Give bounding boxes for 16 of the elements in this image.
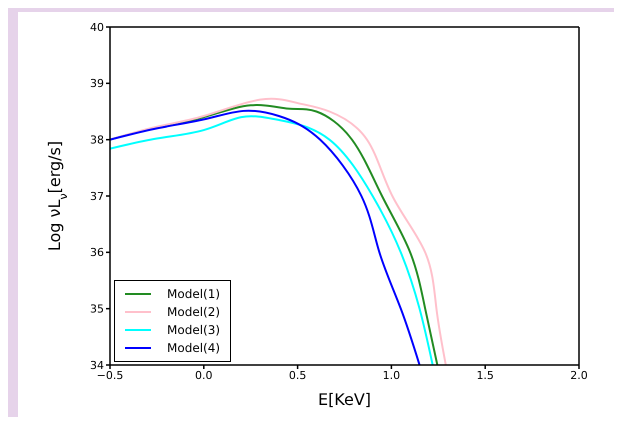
x-tick-label: 0.0: [195, 368, 213, 382]
legend-label: Model(1): [167, 287, 220, 301]
y-tick-label: 37: [90, 190, 104, 203]
legend-label: Model(2): [167, 305, 220, 319]
legend-label: Model(3): [167, 323, 220, 337]
y-tick-label: 38: [90, 134, 104, 147]
x-tick-label: 0.5: [288, 368, 306, 382]
x-tick-label: 1.5: [476, 368, 494, 382]
y-tick-label: 35: [90, 302, 104, 316]
x-tick-label: 1.0: [382, 368, 400, 382]
y-tick-label: 39: [90, 77, 104, 90]
legend-label: Model(4): [167, 341, 220, 355]
y-tick-label: 40: [90, 20, 104, 34]
x-axis-title: E[KeV]: [318, 390, 372, 409]
x-tick-label: 2.0: [570, 368, 588, 382]
y-tick-label: 36: [90, 246, 104, 260]
